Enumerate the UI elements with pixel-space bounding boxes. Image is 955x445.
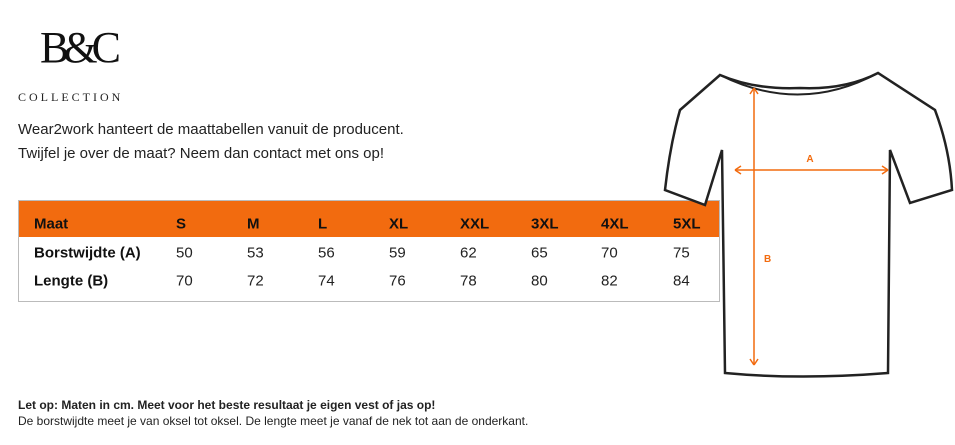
tshirt-diagram: A B <box>663 71 954 378</box>
header-cell: 3XL <box>531 215 559 233</box>
header-cell: S <box>176 215 187 233</box>
table-cell: 84 <box>673 272 690 290</box>
table-cell: 50 <box>176 244 193 262</box>
collar <box>719 72 879 96</box>
footnote: De borstwijdte meet je van oksel tot oks… <box>18 414 529 428</box>
table-cell: 74 <box>318 272 335 290</box>
header-cell: Maat <box>34 215 69 233</box>
header-cell: XL <box>389 215 409 233</box>
tshirt-outline <box>663 71 954 378</box>
header-cell: 4XL <box>601 215 629 233</box>
header-cell: M <box>247 215 260 233</box>
header-cell: L <box>318 215 328 233</box>
row-label: Borstwijdte (A) <box>34 244 141 262</box>
intro-text: Twijfel je over de maat? Neem dan contac… <box>18 145 385 162</box>
table-cell: 53 <box>247 244 264 262</box>
table-cell: 78 <box>460 272 477 290</box>
logo-subtitle: COLLECTION <box>18 90 124 104</box>
size-table: Maat S M L XL XXL 3XL 4XL 5XL Borstwijdte (A) 50 53… <box>18 200 720 302</box>
table-header <box>19 201 719 237</box>
table-cell: 62 <box>460 244 477 262</box>
table-cell: 72 <box>247 272 264 290</box>
header-cell: XXL <box>460 215 490 233</box>
intro-text: Wear2work hanteert de maattabellen vanui… <box>18 121 404 138</box>
arrow-head <box>734 165 889 175</box>
table-cell: 56 <box>318 244 335 262</box>
table-cell: 75 <box>673 244 690 262</box>
arrow-head <box>749 87 759 366</box>
header-cell: 5XL <box>673 215 701 233</box>
table-cell: 70 <box>176 272 193 290</box>
table-cell: 70 <box>601 244 618 262</box>
row-label: Lengte (B) <box>34 272 109 290</box>
logo: B&C <box>40 23 121 72</box>
table-cell: 59 <box>389 244 406 262</box>
table-cell: 65 <box>531 244 548 262</box>
table-cell: 82 <box>601 272 618 290</box>
table-cell: 76 <box>389 272 406 290</box>
table-cell: 80 <box>531 272 548 290</box>
footnote: Let op: Maten in cm. Meet voor het beste… <box>18 398 436 412</box>
length-label: B <box>764 254 771 265</box>
width-label: A <box>806 154 813 165</box>
